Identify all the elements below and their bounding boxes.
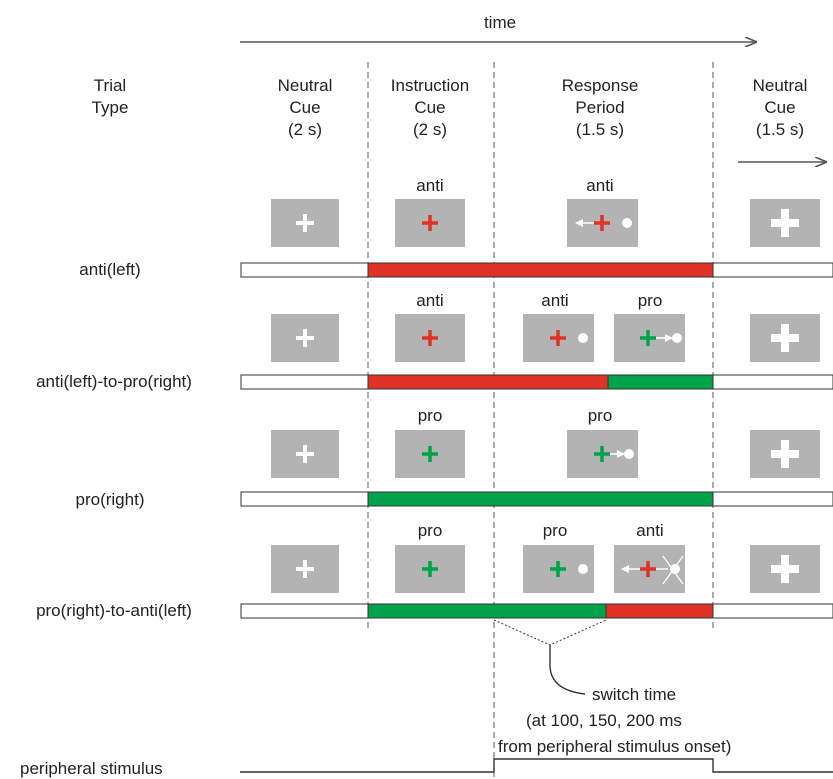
switch-time-bracket xyxy=(493,619,607,695)
header-trial-type-line1: Trial xyxy=(93,76,127,95)
header-neutral-cue-1-line2: Cue xyxy=(289,98,321,117)
green-cross-icon xyxy=(550,561,566,577)
instruction-label-row4: pro xyxy=(417,521,443,540)
header-neutral-cue-2-line1: Neutral xyxy=(752,76,808,95)
header-response-period-line3: (1.5 s) xyxy=(575,120,625,139)
fixation-cross-icon xyxy=(296,214,314,232)
peripheral-dot-icon xyxy=(578,333,588,343)
header-neutral-cue-1: Neutral Cue (2 s) xyxy=(255,75,355,141)
header-instruction-cue: Instruction Cue (2 s) xyxy=(370,75,490,141)
row-label-pro-to-anti: pro(right)-to-anti(left) xyxy=(36,601,192,620)
instruction-label-row3: pro xyxy=(417,406,443,425)
large-cross-icon xyxy=(771,555,799,583)
row3-stimuli xyxy=(271,430,820,478)
red-cross-icon xyxy=(422,215,438,231)
green-cross-icon xyxy=(422,561,438,577)
row3-bar xyxy=(240,491,833,507)
fixation-cross-icon xyxy=(296,329,314,347)
row2-stimuli xyxy=(271,314,820,362)
peripheral-stimulus-trace xyxy=(240,758,833,773)
green-cross-icon xyxy=(422,446,438,462)
peripheral-dot-icon xyxy=(578,564,588,574)
row1-bar xyxy=(240,262,833,278)
header-neutral-cue-1-line3: (2 s) xyxy=(288,120,322,139)
header-response-period-line2: Period xyxy=(575,98,625,117)
switch-time-onset: from peripheral stimulus onset) xyxy=(498,737,732,756)
response-label-row4b: anti xyxy=(636,521,664,540)
row-label-anti-left: anti(left) xyxy=(79,260,141,279)
peripheral-dot-icon xyxy=(672,333,682,343)
red-cross-icon xyxy=(640,561,656,577)
fixation-cross-icon xyxy=(296,445,314,463)
red-cross-icon xyxy=(550,330,566,346)
row2-bar xyxy=(240,374,833,390)
peripheral-stimulus-label: peripheral stimulus xyxy=(20,759,163,778)
header-instruction-cue-line1: Instruction xyxy=(390,76,470,95)
response-label-row4a: pro xyxy=(542,521,568,540)
red-cross-icon xyxy=(594,215,610,231)
header-neutral-cue-2: Neutral Cue (1.5 s) xyxy=(730,75,830,141)
row4-stimuli xyxy=(271,545,820,593)
row-label-pro-right: pro(right) xyxy=(75,490,145,509)
green-cross-icon xyxy=(594,446,610,462)
header-trial-type: Trial Type xyxy=(70,75,150,119)
header-neutral-cue-2-line3: (1.5 s) xyxy=(755,120,805,139)
response-label-row1: anti xyxy=(586,176,614,195)
peripheral-dot-icon xyxy=(622,218,632,228)
red-cross-icon xyxy=(422,330,438,346)
green-cross-icon xyxy=(640,330,656,346)
header-instruction-cue-line2: Cue xyxy=(414,98,446,117)
header-trial-type-line2: Type xyxy=(91,98,129,117)
response-label-row2a: anti xyxy=(541,291,569,310)
header-neutral-cue-2-line2: Cue xyxy=(764,98,796,117)
large-cross-icon xyxy=(771,324,799,352)
switch-time-label: switch time xyxy=(592,685,677,704)
header-response-period: Response Period (1.5 s) xyxy=(540,75,660,141)
instruction-label-row2: anti xyxy=(416,291,444,310)
header-instruction-cue-line3: (2 s) xyxy=(413,120,447,139)
instruction-label-row1: anti xyxy=(416,176,444,195)
large-cross-icon xyxy=(771,209,799,237)
header-neutral-cue-1-line1: Neutral xyxy=(277,76,333,95)
switch-time-values: (at 100, 150, 200 ms xyxy=(526,711,682,730)
response-label-row3: pro xyxy=(587,406,613,425)
row4-bar xyxy=(240,603,833,619)
response-label-row2b: pro xyxy=(637,291,663,310)
fixation-cross-icon xyxy=(296,560,314,578)
row-label-anti-to-pro: anti(left)-to-pro(right) xyxy=(36,372,192,391)
row1-stimuli xyxy=(271,199,820,247)
peripheral-dot-icon xyxy=(624,449,634,459)
peripheral-dot-icon xyxy=(670,564,680,574)
large-cross-icon xyxy=(771,440,799,468)
header-response-period-line1: Response xyxy=(561,76,639,95)
time-label: time xyxy=(483,13,517,32)
